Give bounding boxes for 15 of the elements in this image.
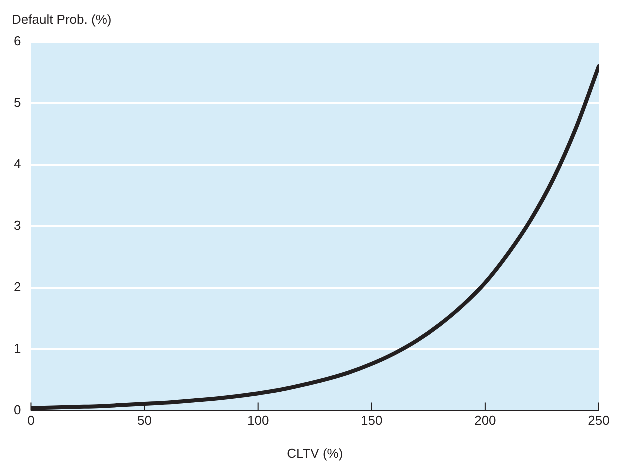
y-tick-label: 1 (14, 340, 22, 356)
y-axis-title: Default Prob. (%) (12, 12, 112, 27)
y-tick-label: 2 (14, 279, 22, 294)
x-tick-label: 200 (474, 413, 496, 428)
x-tick-label: 100 (247, 413, 270, 428)
x-tick-label: 50 (138, 413, 152, 428)
x-tick-label: 150 (361, 413, 383, 428)
y-tick-label: 4 (14, 156, 22, 172)
y-tick-label: 3 (14, 218, 22, 233)
y-tick-label: 5 (14, 95, 22, 110)
x-tick-label: 250 (588, 413, 610, 428)
y-tick-label: 0 (14, 402, 22, 418)
x-axis-title: CLTV (%) (287, 446, 344, 461)
x-tick-label: 0 (28, 413, 35, 428)
y-tick-label: 6 (14, 34, 22, 49)
